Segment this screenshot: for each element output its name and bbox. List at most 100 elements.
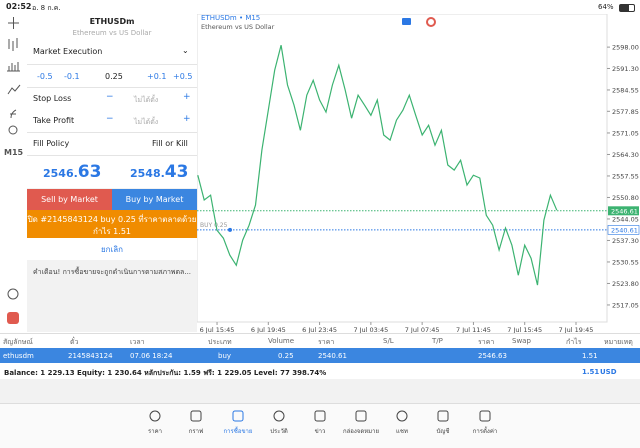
nav-icon-shape xyxy=(479,410,491,422)
x-tick-label: 7 Jul 15:45 xyxy=(507,326,542,334)
chart-icon[interactable] xyxy=(426,17,436,27)
minus[interactable]: − xyxy=(106,92,114,102)
cell-time[interactable]: 07.06 18:24 xyxy=(130,352,173,360)
fill-policy-row[interactable] xyxy=(27,133,197,156)
nav-icon[interactable] xyxy=(436,409,450,423)
status-date: อ. 8 ก.ค. xyxy=(32,4,61,12)
execution-row[interactable] xyxy=(27,42,197,65)
y-tick-label: 2544.05 xyxy=(612,215,639,223)
summary-profit: 1.51 xyxy=(582,368,600,376)
nav-icon[interactable] xyxy=(478,409,492,423)
volume-step[interactable]: -0.1 xyxy=(64,72,80,81)
nav-label[interactable]: บัญชี xyxy=(436,428,450,435)
y-tick-label: 2537.30 xyxy=(612,237,639,245)
toolbar: M15 xyxy=(0,14,28,332)
nav-icon[interactable] xyxy=(231,409,245,423)
volume-step[interactable]: -0.5 xyxy=(37,72,53,81)
status-time: 02:52 xyxy=(6,2,32,11)
y-tick-label: 2564.30 xyxy=(612,151,639,159)
nav-icon[interactable] xyxy=(272,409,286,423)
nav-icon-shape xyxy=(355,410,367,422)
y-tick-label: 2523.80 xyxy=(612,280,639,288)
buy-button[interactable]: Buy by Market xyxy=(112,189,197,210)
dropdown-arrow[interactable]: ⌄ xyxy=(182,46,189,55)
position-label: 2540.61 xyxy=(611,226,638,234)
column-header[interactable]: หมายเหตุ xyxy=(604,338,633,346)
bid-box xyxy=(608,206,639,216)
plus[interactable]: + xyxy=(183,114,191,124)
cell-profit[interactable]: 1.51 xyxy=(582,352,598,360)
column-header[interactable]: ราคา xyxy=(478,338,495,346)
volume[interactable]: 0.25 xyxy=(105,72,123,81)
nav-label[interactable]: ประวัติ xyxy=(270,428,288,435)
nav-label[interactable]: แชท xyxy=(396,428,408,435)
nav-icon[interactable] xyxy=(395,409,409,423)
symbol-header[interactable] xyxy=(27,14,197,42)
cell-type[interactable]: buy xyxy=(218,352,232,360)
stop-loss-value[interactable]: ไม่ได้ตั้ง xyxy=(134,96,159,104)
column-header[interactable]: S/L xyxy=(383,337,394,345)
column-header[interactable]: เวลา xyxy=(130,338,145,346)
column-header[interactable]: ประเภท xyxy=(208,338,232,346)
toolbar-bottom-icons[interactable] xyxy=(0,284,27,329)
bid-label: 2546.61 xyxy=(611,207,638,215)
cell-symbol[interactable]: ethusdm xyxy=(3,352,34,360)
column-header[interactable]: ราคา xyxy=(318,338,335,346)
nav-label[interactable]: การตั้งค่า xyxy=(472,428,498,435)
symbol[interactable]: ETHUSDm xyxy=(89,17,135,26)
nav-icon[interactable] xyxy=(313,409,327,423)
sell-button[interactable]: Sell by Market xyxy=(27,189,112,210)
close-order-text[interactable]: ปิด #2145843124 buy 0.25 ที่ราคาตลาดด้วย xyxy=(27,215,197,224)
volume-step[interactable]: +0.1 xyxy=(147,72,167,81)
nav-label[interactable]: กราฟ xyxy=(188,428,204,435)
warning: คำเตือน! การซื้อขายจะถูกดำเนินการตามสภาพ… xyxy=(33,268,192,276)
cell-price[interactable]: 2546.63 xyxy=(478,352,507,360)
column-header[interactable]: ตั๋ว xyxy=(70,338,79,346)
x-tick-label: 6 Jul 15:45 xyxy=(200,326,235,334)
cell-volume[interactable]: 0.25 xyxy=(278,352,294,360)
position-tag: BUY 0.25 xyxy=(200,222,228,229)
nav-icon[interactable] xyxy=(148,409,162,423)
column-header[interactable]: Swap xyxy=(512,337,531,345)
nav-label[interactable]: การซื้อขาย xyxy=(223,428,253,435)
y-tick-label: 2557.55 xyxy=(612,172,639,180)
status-battery: 64% xyxy=(598,3,614,11)
timeframe[interactable]: M15 xyxy=(4,148,24,157)
nav-bar: ราคา กราฟ การซื้อขาย ประวัติ ข่าว กล่องจดหมาย… xyxy=(0,403,640,448)
volume-row xyxy=(27,65,197,88)
cell-ticket[interactable]: 2145843124 xyxy=(68,352,113,360)
nav-label[interactable]: ข่าว xyxy=(314,428,326,435)
minus[interactable]: − xyxy=(106,114,114,124)
column-header[interactable]: สัญลักษณ์ xyxy=(3,338,33,346)
cell-open-price[interactable]: 2540.61 xyxy=(318,352,347,360)
battery-icon xyxy=(619,4,635,12)
prices-row xyxy=(27,156,197,188)
price-line xyxy=(197,45,558,286)
nav-icon[interactable] xyxy=(189,409,203,423)
position-row[interactable] xyxy=(0,348,640,363)
position-dot xyxy=(228,227,232,232)
nav-icon[interactable] xyxy=(354,409,368,423)
close-order-profit[interactable]: กำไร 1.51 xyxy=(92,227,131,236)
cancel-button[interactable]: ยกเลิก xyxy=(100,245,123,254)
table-header: สัญลักษณ์ ตั๋ว เวลา ประเภท Volume ราคา S/L T/P ร… xyxy=(0,333,640,349)
symbol-description: Ethereum vs US Dollar xyxy=(72,29,152,37)
nav-label[interactable]: กล่องจดหมาย xyxy=(342,428,380,435)
column-header[interactable]: Volume xyxy=(268,337,295,345)
column-header[interactable]: กำไร xyxy=(566,338,582,346)
close-order-button[interactable] xyxy=(27,210,197,238)
nav-label[interactable]: ราคา xyxy=(148,428,162,435)
take-profit-value[interactable]: ไม่ได้ตั้ง xyxy=(134,118,159,126)
fill-policy-value[interactable]: Fill or Kill xyxy=(152,139,188,148)
y-tick-label: 2598.00 xyxy=(612,44,639,52)
plus[interactable]: + xyxy=(183,92,191,102)
column-header[interactable]: T/P xyxy=(432,337,443,345)
cancel-row[interactable] xyxy=(27,238,197,260)
execution[interactable]: Market Execution xyxy=(33,47,103,56)
volume-step[interactable]: +0.5 xyxy=(173,72,193,81)
nav-icon-shape xyxy=(273,410,285,422)
price-chart[interactable]: ETHUSDm • M15 Ethereum vs US Dollar 2598… xyxy=(197,14,640,334)
chart-icon[interactable] xyxy=(402,18,411,25)
summary-currency: USD xyxy=(600,368,617,376)
toolbar-icons[interactable] xyxy=(0,14,27,174)
